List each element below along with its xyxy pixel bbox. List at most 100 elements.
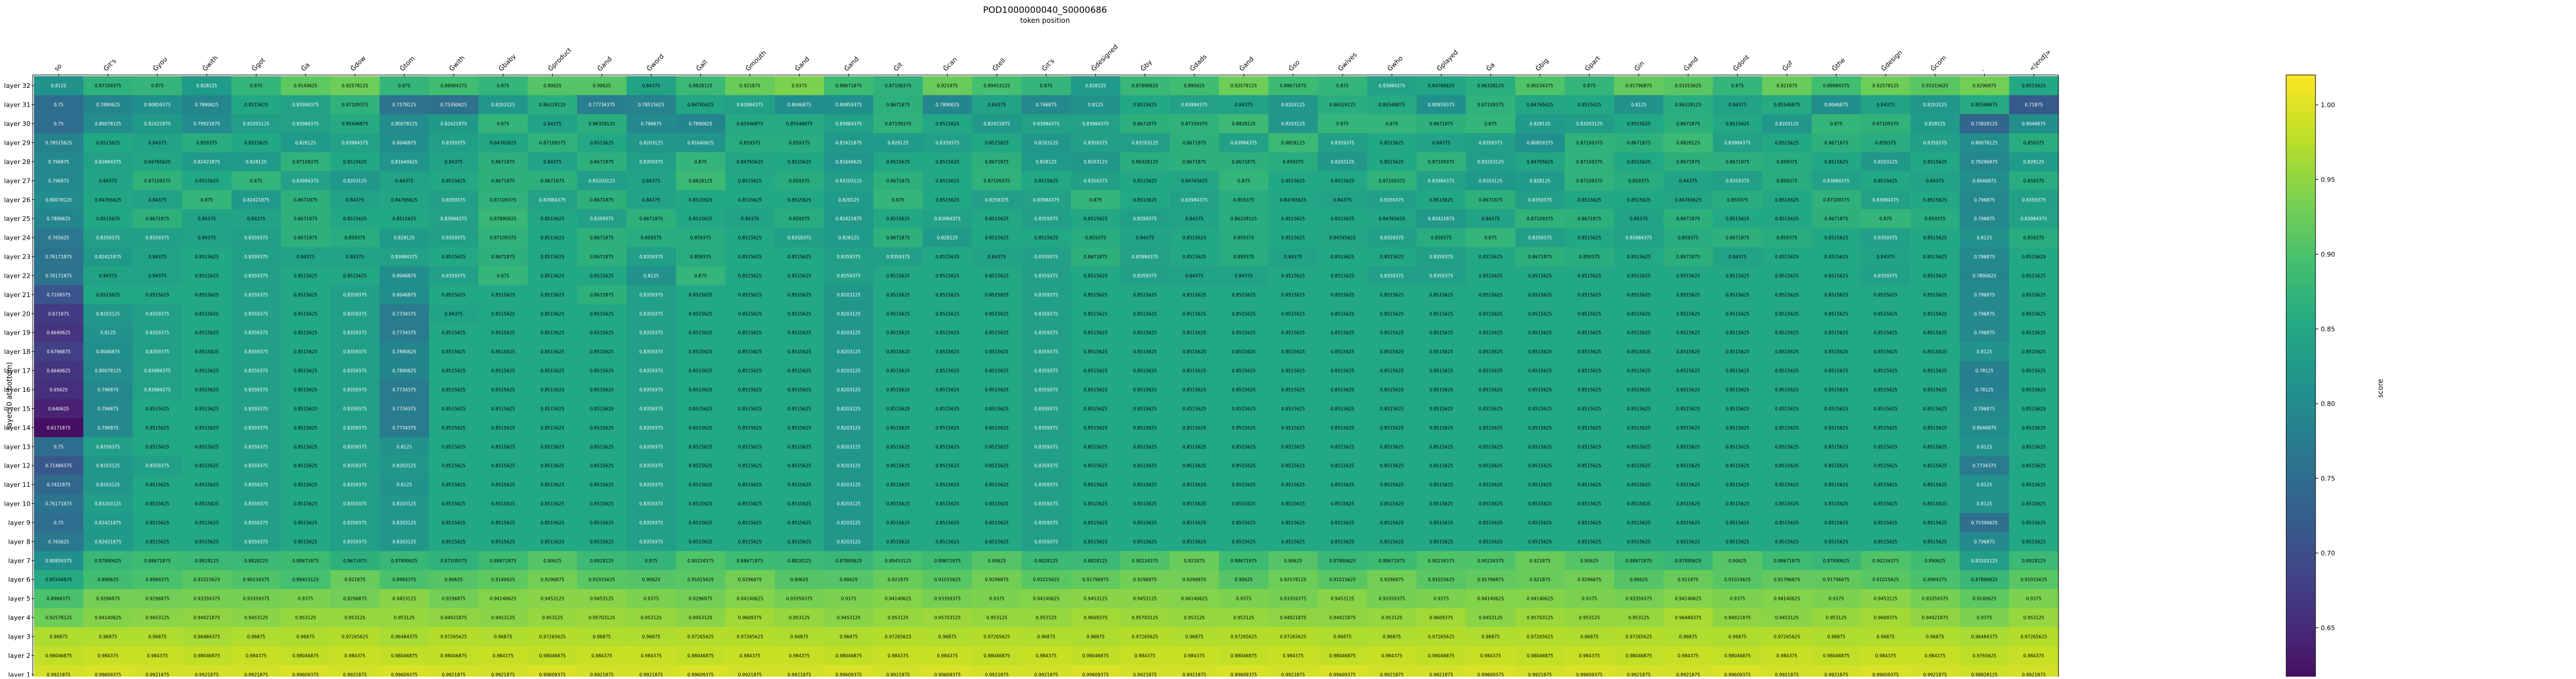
heatmap-cell [1861, 323, 1911, 343]
heatmap-cell-label: 0.9453125 [1084, 596, 1108, 602]
heatmap-cell-label: 0.83984375 [1823, 178, 1850, 183]
heatmap-cell [34, 266, 84, 286]
heatmap-cell [1910, 646, 1960, 666]
heatmap-cell-label: 0.8515625 [491, 406, 515, 411]
heatmap-cell [577, 228, 627, 248]
heatmap-cell-label: 0.95703125 [934, 615, 961, 620]
heatmap-cell [527, 361, 578, 381]
heatmap-cell [478, 646, 529, 666]
chart-title: POD1000000040_S0000686 [983, 5, 1107, 16]
heatmap-cell-label: 0.875 [1583, 83, 1596, 88]
heatmap-cell [1169, 532, 1220, 552]
heatmap-cell [725, 171, 775, 191]
heatmap-cell-label: 0.8671875 [1133, 121, 1157, 127]
x-tick-label: Ġit's [102, 57, 118, 73]
heatmap-cell-label: 0.8515625 [1380, 520, 1404, 526]
heatmap-cell [676, 361, 726, 381]
heatmap-cell [775, 209, 825, 228]
heatmap-cell-label: 0.953125 [1628, 615, 1649, 620]
heatmap-cell-label: 0.8515625 [1429, 349, 1453, 354]
heatmap-cell [1071, 551, 1121, 571]
heatmap-cell [1465, 361, 1516, 381]
heatmap-cell [775, 133, 825, 153]
heatmap-cell-label: 0.8515625 [1627, 197, 1651, 203]
heatmap-cell [1712, 418, 1763, 438]
heatmap-cell [1564, 171, 1615, 191]
heatmap-cell-label: 0.8359375 [1331, 140, 1355, 145]
heatmap-cell-label: 0.8515625 [688, 501, 712, 507]
heatmap-cell [1071, 380, 1121, 400]
heatmap-cell [824, 532, 874, 552]
heatmap-cell-label: 0.8515625 [787, 368, 811, 374]
heatmap-cell [478, 114, 529, 134]
heatmap-cell-label: 0.984375 [1036, 653, 1057, 658]
colorbar-tick-label: 0.65 [2321, 625, 2335, 632]
heatmap-cell [330, 532, 380, 552]
heatmap-cell [1614, 304, 1664, 324]
heatmap-cell [1614, 228, 1664, 248]
heatmap-cell [83, 399, 133, 419]
heatmap-cell [626, 456, 677, 476]
heatmap-cell-label: 0.94140625 [490, 596, 517, 602]
heatmap-cell-label: 0.7734375 [392, 330, 416, 336]
heatmap-cell-label: 0.8515625 [540, 236, 564, 241]
heatmap-cell-label: 0.921875 [1530, 577, 1551, 582]
heatmap-cell-label: 0.8515625 [1084, 311, 1108, 316]
heatmap-cell [1614, 171, 1664, 191]
heatmap-cell [429, 190, 479, 210]
heatmap-cell-label: 0.90234375 [1132, 558, 1159, 564]
heatmap-cell [527, 133, 578, 153]
heatmap-cell [1614, 494, 1664, 514]
heatmap-cell [132, 418, 183, 438]
heatmap-cell [923, 342, 973, 361]
heatmap-cell-label: 0.8515625 [1281, 444, 1305, 449]
heatmap-cell [1367, 570, 1417, 590]
heatmap-cell-label: 0.84375 [1334, 197, 1352, 203]
heatmap-cell [824, 247, 874, 267]
x-tick-label: Ġdads [1188, 53, 1208, 73]
heatmap-cell-label: 0.8515625 [1874, 311, 1898, 316]
heatmap-cell-label: 0.8515625 [738, 501, 762, 507]
heatmap-cell-label: 0.8515625 [1824, 349, 1848, 354]
heatmap-cell-label: 0.8359375 [1380, 197, 1404, 203]
heatmap-cell [824, 399, 874, 419]
heatmap-cell-label: 0.7890625 [392, 368, 416, 374]
heatmap-cell-label: 0.94921875 [1329, 615, 1356, 620]
heatmap-cell [1910, 380, 1960, 400]
heatmap-cell [1960, 285, 2010, 305]
heatmap-cell [626, 532, 677, 552]
heatmap-cell [1021, 380, 1071, 400]
heatmap-cell [2009, 342, 2059, 361]
y-tick-label: layer 27 [4, 177, 30, 185]
heatmap-cell [1219, 361, 1269, 381]
heatmap-cell [1811, 266, 1862, 286]
heatmap-cell [923, 266, 973, 286]
heatmap-cell [1465, 228, 1516, 248]
heatmap-cell [1268, 399, 1318, 419]
heatmap-cell [1120, 209, 1170, 228]
heatmap-cell-label: 0.96875 [50, 634, 68, 640]
heatmap-cell [330, 209, 380, 228]
heatmap-cell [1169, 475, 1220, 494]
colorbar-label: score [2376, 379, 2385, 398]
heatmap-cell-label: 0.984375 [1579, 653, 1600, 658]
heatmap-cell-label: 0.984375 [246, 653, 267, 658]
heatmap-cell-label: 0.94140625 [1033, 596, 1060, 602]
heatmap-cell [2009, 361, 2059, 381]
heatmap-cell [1219, 570, 1269, 590]
heatmap-cell-label: 0.8515625 [886, 216, 910, 221]
heatmap-cell [379, 437, 430, 457]
heatmap-cell [972, 380, 1022, 400]
heatmap-cell [1219, 247, 1269, 267]
heatmap-cell-label: 0.87109375 [1379, 178, 1406, 183]
heatmap-cell [330, 133, 380, 153]
heatmap-cell [1169, 494, 1220, 514]
heatmap-cell-label: 0.8515625 [688, 425, 712, 431]
heatmap-cell [1762, 152, 1812, 172]
heatmap-cell-label: 0.8515625 [96, 140, 120, 145]
heatmap-cell [1169, 608, 1220, 627]
heatmap-cell-label: 0.8515625 [936, 482, 960, 487]
heatmap-cell [775, 589, 825, 609]
heatmap-cell [1120, 665, 1170, 679]
heatmap-cell [1367, 627, 1417, 647]
